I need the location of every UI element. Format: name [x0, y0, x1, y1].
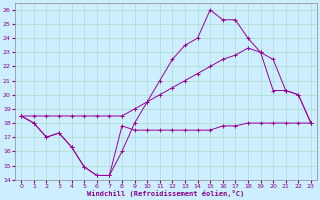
X-axis label: Windchill (Refroidissement éolien,°C): Windchill (Refroidissement éolien,°C) [87, 190, 245, 197]
